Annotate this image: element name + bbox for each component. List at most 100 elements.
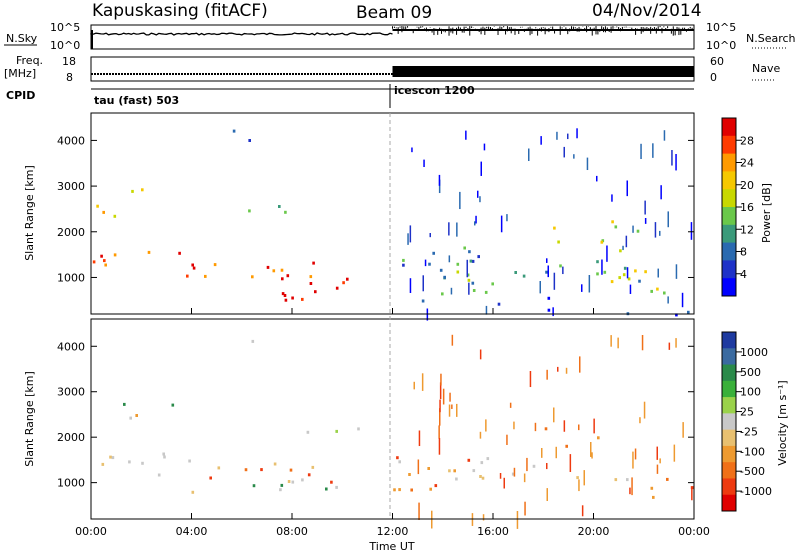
- colorbar-tick-label: 16: [740, 201, 754, 214]
- heatmap-cell: [682, 422, 684, 438]
- colorbar-segment: [722, 397, 736, 414]
- colorbar-segment: [722, 189, 736, 208]
- heatmap-cell: [101, 462, 105, 466]
- heatmap-cell: [286, 274, 290, 278]
- heatmap-cell: [479, 196, 481, 203]
- heatmap-cell: [614, 225, 618, 229]
- heatmap-cell: [660, 185, 662, 200]
- heatmap-cell: [244, 468, 248, 472]
- heatmap-cell: [438, 174, 441, 186]
- heatmap-cell: [481, 476, 485, 480]
- heatmap-cell: [480, 461, 484, 465]
- heatmap-cell: [141, 188, 144, 192]
- heatmap-cell: [565, 444, 568, 448]
- heatmap-cell: [273, 462, 277, 466]
- heatmap-cell: [579, 356, 581, 373]
- heatmap-cell: [411, 147, 413, 153]
- heatmap-cell: [426, 308, 429, 321]
- heatmap-cell: [632, 451, 634, 469]
- heatmap-cell: [192, 266, 196, 270]
- heatmap-cell: [479, 475, 482, 478]
- y-tick-label: 1000: [57, 271, 85, 284]
- freq-unit: [MHz]: [4, 67, 36, 80]
- heatmap-cell: [657, 268, 659, 278]
- heatmap-cell: [283, 294, 287, 297]
- heatmap-cell: [596, 272, 599, 276]
- heatmap-cell: [559, 264, 562, 268]
- heatmap-cell: [667, 211, 669, 228]
- heatmap-cell: [524, 501, 526, 516]
- heatmap-cell: [610, 280, 614, 284]
- heatmap-cell: [471, 259, 475, 263]
- heatmap-cell: [113, 214, 117, 218]
- colorbar-segment: [722, 364, 736, 382]
- heatmap-cell: [449, 392, 451, 402]
- cpid-program-2: icescon 1200: [394, 84, 475, 97]
- colorbar-tick-label: 4: [740, 268, 747, 281]
- heatmap-cell: [309, 275, 313, 279]
- colorbar-tick-label: 25: [740, 406, 754, 419]
- velocity-panel-frame: [90, 318, 695, 520]
- heatmap-cell: [593, 418, 595, 434]
- heatmap-cell: [650, 289, 653, 293]
- heatmap-cell: [335, 429, 338, 433]
- power-colorbar-label: Power [dB]: [760, 183, 773, 243]
- heatmap-cell: [466, 273, 470, 277]
- colorbar-tick-label: 8: [740, 246, 747, 259]
- heatmap-cell: [438, 179, 441, 194]
- heatmap-cell: [576, 128, 578, 139]
- heatmap-cell: [614, 478, 618, 482]
- heatmap-cell: [600, 240, 604, 244]
- heatmap-cell: [178, 251, 181, 255]
- colorbar-tick-label: 100: [740, 386, 761, 399]
- nsearch-tick-low: 10^0: [706, 39, 736, 52]
- colorbar-segment: [722, 348, 736, 366]
- heatmap-cell: [429, 233, 431, 238]
- heatmap-cell: [113, 253, 117, 257]
- heatmap-cell: [563, 146, 565, 158]
- heatmap-cell: [307, 473, 311, 477]
- heatmap-cell: [468, 282, 470, 295]
- heatmap-cell: [456, 403, 458, 417]
- heatmap-cell: [506, 214, 508, 222]
- heatmap-cell: [284, 210, 287, 214]
- heatmap-cell: [626, 267, 629, 279]
- freq-tick-high: 18: [62, 55, 76, 68]
- heatmap-cell: [503, 477, 505, 489]
- heatmap-cell: [96, 204, 99, 208]
- heatmap-cell: [546, 258, 548, 263]
- heatmap-cell: [467, 458, 471, 462]
- heatmap-cell: [429, 487, 432, 491]
- heatmap-cell: [162, 452, 165, 456]
- heatmap-cell: [448, 469, 451, 473]
- y-tick-label: 4000: [57, 134, 85, 147]
- heatmap-cell: [440, 373, 442, 386]
- heatmap-cell: [552, 307, 554, 317]
- heatmap-cell: [251, 339, 255, 343]
- heatmap-cell: [546, 369, 548, 380]
- colorbar-segment: [722, 135, 736, 155]
- colorbar-tick-label: -100: [740, 445, 765, 458]
- colorbar-frame: [721, 331, 737, 512]
- heatmap-cell: [528, 148, 530, 162]
- heatmap-cell: [335, 485, 338, 489]
- heatmap-cell: [499, 473, 502, 479]
- heatmap-cell: [418, 430, 421, 447]
- heatmap-cell: [131, 189, 134, 193]
- heatmap-cell: [596, 260, 599, 264]
- colorbar-tick-label: 500: [740, 366, 761, 379]
- heatmap-cell: [553, 226, 556, 230]
- heatmap-cell: [480, 161, 482, 176]
- heatmap-cell: [213, 263, 217, 267]
- heatmap-cell: [191, 490, 195, 494]
- heatmap-cell: [643, 401, 646, 419]
- colorbar-segment: [722, 224, 736, 244]
- heatmap-cell: [398, 460, 401, 464]
- colorbar-segment: [722, 278, 736, 297]
- velocity-heatmap: [101, 334, 694, 529]
- colorbar-segment: [722, 380, 736, 398]
- freq-tick-low: 8: [66, 71, 73, 84]
- heatmap-cell: [357, 427, 360, 431]
- heatmap-cell: [456, 222, 458, 237]
- x-tick-label: 00:00: [75, 525, 107, 538]
